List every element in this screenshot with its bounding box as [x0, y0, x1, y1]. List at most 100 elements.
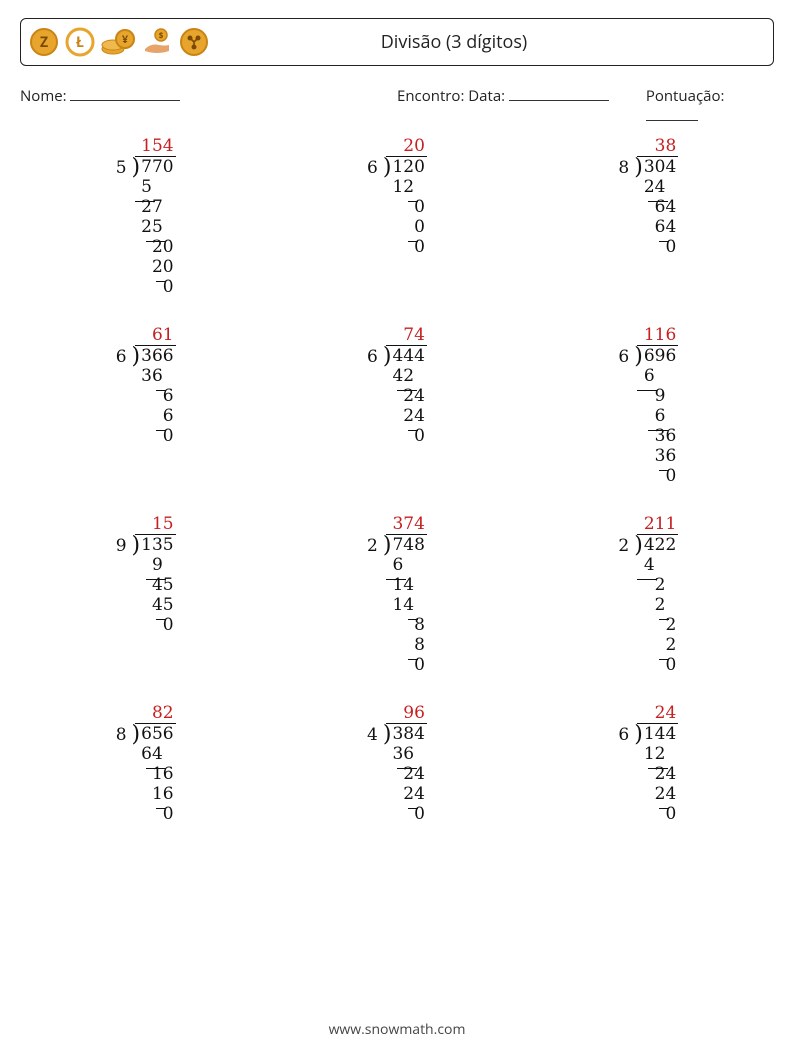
problem-cell: 1545)7705 27 25 20 20 0 — [20, 136, 271, 297]
step-value: 0 — [386, 804, 425, 824]
svg-text:Z: Z — [40, 33, 48, 52]
divisor: 8 — [618, 158, 634, 178]
quotient: 154 — [135, 136, 176, 157]
division-bracket-icon: ) — [383, 537, 392, 555]
score-label: Pontuação: — [646, 86, 725, 106]
divisor: 2 — [618, 536, 634, 556]
name-blank[interactable] — [70, 86, 180, 101]
score-blank[interactable] — [646, 106, 698, 121]
step-value: 20 — [135, 237, 174, 257]
work-steps: 6 14 14 8 8 0 — [386, 555, 427, 675]
svg-text:$: $ — [159, 30, 164, 41]
coin-stack-icon: ¥ — [101, 27, 135, 57]
problem-row: 1545)7705 27 25 20 20 0 206)12012 0 0 0 … — [20, 136, 774, 297]
quotient: 116 — [637, 325, 678, 346]
division-bracket-icon: ) — [634, 348, 643, 366]
step-value: 9 — [637, 386, 676, 406]
score-field: Pontuação: — [646, 86, 774, 126]
problem-cell: 2112)4224 2 2 2 2 0 — [523, 514, 774, 675]
step-value: 4 — [637, 555, 676, 575]
step-value: 14 — [386, 575, 425, 595]
problem-cell: 159)135 9 45 45 0 — [20, 514, 271, 675]
step-value: 8 — [386, 615, 425, 635]
quotient: 15 — [135, 514, 176, 535]
quotient: 374 — [386, 514, 427, 535]
dividend: 304 — [642, 157, 678, 177]
date-field: Encontro: Data: — [397, 86, 646, 126]
step-value: 0 — [637, 466, 676, 486]
long-division-problem: 2112)4224 2 2 2 2 0 — [618, 514, 678, 675]
step-value: 0 — [386, 197, 425, 217]
problem-cell: 3742)7486 14 14 8 8 0 — [271, 514, 522, 675]
step-value: 0 — [386, 655, 425, 675]
step-value: 45 — [135, 575, 174, 595]
division-bracket-icon: ) — [132, 159, 141, 177]
step-value: 0 — [637, 655, 676, 675]
work-steps: 5 27 25 20 20 0 — [135, 177, 176, 297]
dividend: 144 — [642, 724, 678, 744]
dividend: 770 — [139, 157, 175, 177]
dividend: 422 — [642, 535, 678, 555]
quotient: 20 — [386, 136, 427, 157]
problem-cell: 828)65664 16 16 0 — [20, 703, 271, 824]
step-value: 2 — [637, 615, 676, 635]
step-value: 5 — [135, 177, 174, 197]
svg-text:¥: ¥ — [122, 32, 129, 47]
divisor: 4 — [367, 725, 383, 745]
quotient: 211 — [637, 514, 678, 535]
problem-cell: 206)12012 0 0 0 — [271, 136, 522, 297]
worksheet-title: Divisão (3 dígitos) — [209, 30, 759, 54]
coin-hand-icon: $ — [141, 27, 173, 57]
divisor: 6 — [116, 347, 132, 367]
step-value: 64 — [637, 197, 676, 217]
work-steps: 36 24 24 0 — [386, 744, 427, 824]
division-bracket-icon: ) — [634, 537, 643, 555]
step-value: 0 — [135, 804, 174, 824]
dividend: 748 — [390, 535, 426, 555]
header-bar: Z Ł ¥ $ Divisão (3 dígi — [20, 18, 774, 66]
dividend: 696 — [642, 346, 678, 366]
problem-cell: 388)30424 64 64 0 — [523, 136, 774, 297]
work-steps: 6 9 6 36 36 0 — [637, 366, 678, 486]
step-value: 0 — [637, 237, 676, 257]
division-bracket-icon: ) — [132, 726, 141, 744]
problem-cell: 964)38436 24 24 0 — [271, 703, 522, 824]
name-field: Nome: — [20, 86, 397, 126]
step-value: 2 — [637, 575, 676, 595]
work-steps: 36 6 6 0 — [135, 366, 176, 446]
divisor: 8 — [116, 725, 132, 745]
quotient: 96 — [386, 703, 427, 724]
long-division-problem: 964)38436 24 24 0 — [367, 703, 427, 824]
division-bracket-icon: ) — [383, 726, 392, 744]
worksheet-page: Z Ł ¥ $ Divisão (3 dígi — [0, 0, 794, 1053]
date-label: Encontro: Data: — [397, 86, 505, 106]
quotient: 38 — [637, 136, 678, 157]
work-steps: 42 24 24 0 — [386, 366, 427, 446]
long-division-problem: 616)36636 6 6 0 — [116, 325, 176, 486]
dividend: 135 — [139, 535, 175, 555]
step-value: 27 — [135, 197, 174, 217]
problem-row: 616)36636 6 6 0 746)44442 24 24 01166)69… — [20, 325, 774, 486]
problem-cell: 246)14412 24 24 0 — [523, 703, 774, 824]
long-division-problem: 1545)7705 27 25 20 20 0 — [116, 136, 176, 297]
work-steps: 4 2 2 2 2 0 — [637, 555, 678, 675]
name-label: Nome: — [20, 86, 67, 106]
divisor: 6 — [618, 725, 634, 745]
division-bracket-icon: ) — [634, 159, 643, 177]
step-value: 0 — [386, 426, 425, 446]
divisor: 6 — [367, 158, 383, 178]
step-value: 36 — [637, 426, 676, 446]
step-value: 16 — [135, 764, 174, 784]
long-division-problem: 206)12012 0 0 0 — [367, 136, 427, 297]
svg-text:Ł: Ł — [76, 33, 84, 52]
long-division-problem: 828)65664 16 16 0 — [116, 703, 176, 824]
division-bracket-icon: ) — [383, 348, 392, 366]
long-division-problem: 3742)7486 14 14 8 8 0 — [367, 514, 427, 675]
date-blank[interactable] — [509, 86, 609, 101]
long-division-problem: 246)14412 24 24 0 — [618, 703, 678, 824]
coin-l-icon: Ł — [65, 27, 95, 57]
divisor: 5 — [116, 158, 132, 178]
quotient: 74 — [386, 325, 427, 346]
division-bracket-icon: ) — [634, 726, 643, 744]
dividend: 444 — [390, 346, 426, 366]
